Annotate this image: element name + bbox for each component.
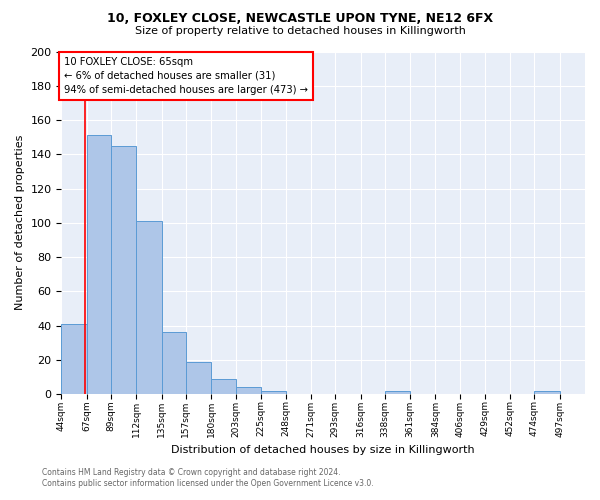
Bar: [385, 390, 410, 394]
Bar: [186, 362, 211, 394]
Bar: [535, 390, 560, 394]
Bar: [111, 146, 136, 394]
Bar: [260, 390, 286, 394]
Y-axis label: Number of detached properties: Number of detached properties: [15, 135, 25, 310]
Bar: [87, 136, 111, 394]
Text: Contains HM Land Registry data © Crown copyright and database right 2024.
Contai: Contains HM Land Registry data © Crown c…: [42, 468, 374, 487]
Text: 10 FOXLEY CLOSE: 65sqm
← 6% of detached houses are smaller (31)
94% of semi-deta: 10 FOXLEY CLOSE: 65sqm ← 6% of detached …: [64, 56, 308, 94]
Bar: [161, 332, 186, 394]
Bar: [61, 324, 87, 394]
Bar: [211, 378, 236, 394]
Bar: [136, 221, 161, 394]
Bar: [236, 387, 260, 394]
Text: 10, FOXLEY CLOSE, NEWCASTLE UPON TYNE, NE12 6FX: 10, FOXLEY CLOSE, NEWCASTLE UPON TYNE, N…: [107, 12, 493, 26]
X-axis label: Distribution of detached houses by size in Killingworth: Distribution of detached houses by size …: [172, 445, 475, 455]
Text: Size of property relative to detached houses in Killingworth: Size of property relative to detached ho…: [134, 26, 466, 36]
